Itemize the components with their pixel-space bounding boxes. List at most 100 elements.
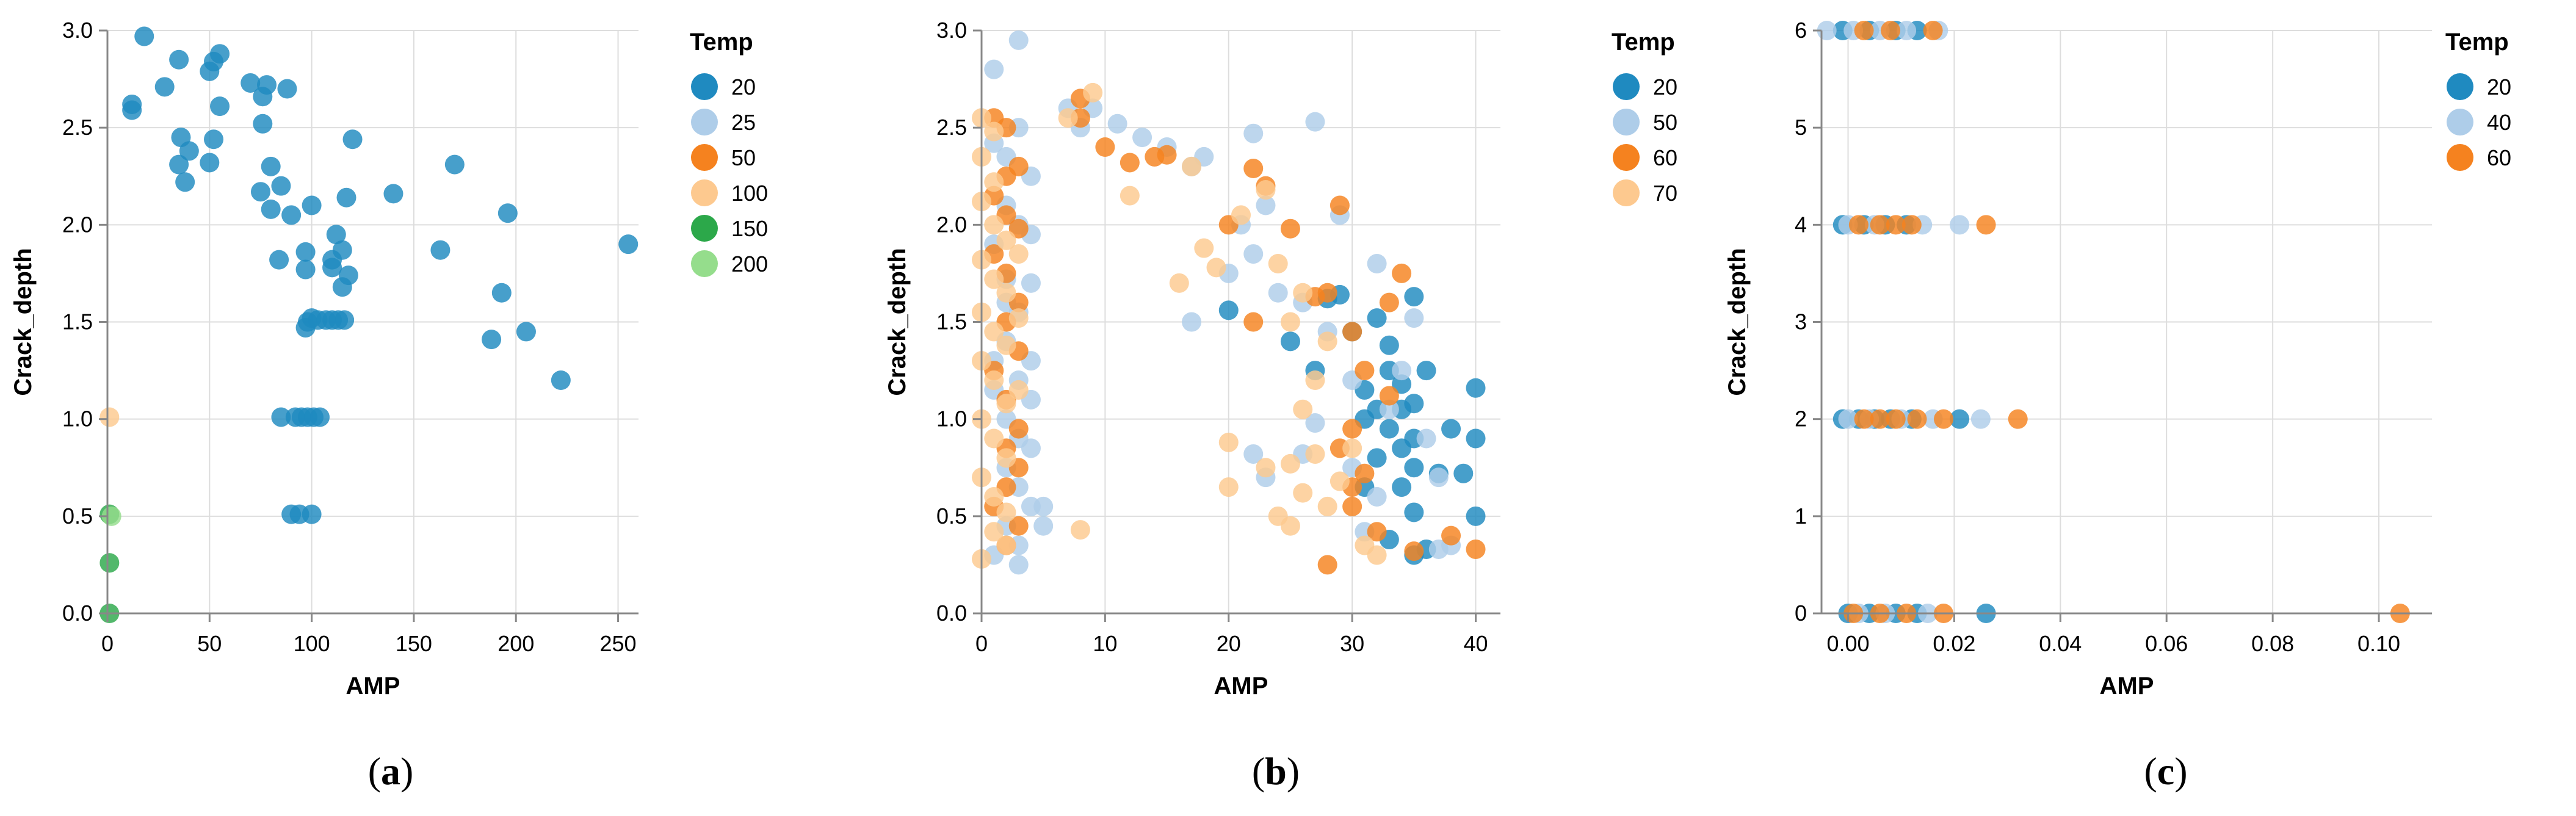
- panel-c-point-temp-40: [1897, 21, 1917, 40]
- panel-a-legend-swatch-150: [691, 215, 718, 242]
- panel-c-legend-title: Temp: [2445, 29, 2509, 56]
- panel-b-point-temp-60: [1008, 218, 1029, 239]
- panel-a-y-tick-label: 2.5: [62, 115, 93, 140]
- panel-b-point-temp-60: [1317, 555, 1337, 575]
- panel-b-x-tick-label: 10: [1093, 631, 1117, 656]
- panel-b-y-tick-label: 3.0: [936, 18, 967, 43]
- panel-c-point-temp-60: [1881, 21, 1901, 40]
- panel-b-caption-close: ): [1287, 749, 1300, 793]
- panel-b-legend-label-60: 60: [1653, 145, 1677, 170]
- panel-c-y-tick-label: 5: [1795, 115, 1807, 140]
- panel-b-points: [972, 30, 1486, 575]
- panel-a-point-temp-20: [618, 234, 639, 255]
- panel-c-point-temp-60: [2008, 409, 2028, 429]
- panel-b-point-temp-70: [996, 535, 1016, 555]
- panel-b-point-temp-60: [1441, 525, 1461, 546]
- panel-b-point-temp-70: [1342, 438, 1362, 458]
- panel-b-y-tick-label: 1.0: [936, 406, 967, 431]
- panel-a-point-temp-20: [261, 199, 281, 219]
- panel-b-point-temp-50: [1008, 30, 1029, 50]
- panel-b-point-temp-60: [1120, 153, 1140, 173]
- panel-c-x-tick-label: 0.04: [2039, 631, 2082, 656]
- panel-b-point-temp-20: [1466, 506, 1486, 526]
- panel-c-caption-open: (: [2144, 749, 2157, 793]
- panel-c-legend-label-20: 20: [2487, 74, 2511, 99]
- panel-c-y-tick-label: 2: [1795, 406, 1807, 431]
- panel-b-point-temp-70: [1169, 273, 1189, 293]
- panel-c-x-tick-label: 0.10: [2357, 631, 2400, 656]
- panel-a-point-temp-20: [200, 153, 220, 173]
- panel-b-y-tick-label: 2.5: [936, 115, 967, 140]
- panel-c-point-temp-60: [1870, 215, 1890, 235]
- panel-c-point-temp-60: [1976, 215, 1996, 235]
- panel-a-point-temp-20: [295, 242, 316, 262]
- panel-a-point-temp-20: [261, 156, 281, 176]
- panel-b-point-temp-50: [1367, 254, 1387, 273]
- panel-c-y-tick-label: 4: [1795, 212, 1807, 237]
- panel-c-y-tick-label: 3: [1795, 309, 1807, 334]
- panel-c-caption: (c): [2144, 749, 2187, 793]
- panel-b-legend-swatch-70: [1613, 179, 1640, 206]
- panel-b-point-temp-60: [1008, 516, 1029, 536]
- panel-b-legend-swatch-60: [1613, 144, 1640, 171]
- panel-b-x-tick-label: 20: [1217, 631, 1241, 656]
- panel-a-legend-swatch-50: [691, 144, 718, 171]
- panel-b-y-tick-label: 0.0: [936, 601, 967, 626]
- panel-b-point-temp-70: [1293, 483, 1313, 503]
- panel-c-legend-entries: 20 40 60: [2447, 73, 2511, 171]
- panel-b-point-temp-20: [1404, 458, 1424, 478]
- panel-b-point-temp-70: [1070, 520, 1090, 540]
- panel-a-legend-title: Temp: [690, 29, 753, 56]
- panel-b-caption-open: (: [1252, 749, 1265, 793]
- panel-b-caption: (b): [1252, 749, 1300, 793]
- panel-c-legend-swatch-20: [2447, 73, 2473, 100]
- panel-a-point-temp-20: [335, 310, 355, 330]
- panel-b-point-temp-70: [1083, 82, 1103, 103]
- panel-b-point-temp-20: [1379, 335, 1399, 355]
- panel-b-point-temp-50: [1008, 555, 1029, 575]
- panel-b-point-temp-50: [1428, 468, 1449, 488]
- panel-a-grid: [107, 30, 639, 614]
- panel-b-point-temp-70: [1317, 496, 1337, 516]
- panel-c-point-temp-60: [1907, 409, 1927, 429]
- panel-a-point-temp-20: [175, 172, 195, 192]
- panel-a-point-temp-20: [310, 407, 330, 427]
- panel-a-y-tick-label: 1.0: [62, 406, 93, 431]
- panel-a-point-temp-20: [122, 100, 142, 120]
- panel-b-legend-label-20: 20: [1653, 74, 1677, 99]
- panel-c-point-temp-60: [1901, 215, 1922, 235]
- panel-a-y-tick-label: 0.5: [62, 504, 93, 529]
- panel-b-point-temp-50: [1021, 438, 1041, 458]
- panel-b-point-temp-20: [1379, 419, 1399, 439]
- panel-b-point-temp-20: [1416, 361, 1436, 381]
- panel-a-point-temp-20: [332, 277, 352, 297]
- panel-b-legend-title: Temp: [1612, 29, 1675, 56]
- panel-b-point-temp-70: [1268, 254, 1288, 273]
- panel-a-legend-label-50: 50: [731, 145, 756, 170]
- panel-b-point-temp-60: [1367, 522, 1387, 542]
- panel-a-legend-entries: 20 25 50 100 150 200: [691, 73, 768, 277]
- panel-b-y-tick-label: 2.0: [936, 212, 967, 237]
- panel-a-x-tick-label: 100: [294, 631, 330, 656]
- panel-a-caption-close: ): [400, 749, 413, 793]
- panel-b-y-axis-label: Crack_depth: [884, 248, 911, 395]
- panel-b-point-temp-20: [1466, 428, 1486, 449]
- panel-c: 0.00 0.02 0.04 0.06 0.08 0.10 0 1 2 3 4 5 6 AMP Cra…: [1724, 18, 2511, 793]
- panel-a-legend-label-100: 100: [731, 181, 768, 206]
- panel-b-point-temp-70: [1008, 308, 1029, 328]
- panel-a-x-tick-label: 0: [101, 631, 114, 656]
- panel-b-point-temp-50: [1182, 312, 1202, 332]
- panel-c-x-axis-label: AMP: [2100, 673, 2154, 699]
- panel-b-point-temp-70: [1218, 432, 1239, 452]
- panel-a-point-temp-20: [250, 182, 270, 202]
- panel-b-point-temp-50: [1033, 516, 1054, 536]
- panel-b-point-temp-70: [1206, 258, 1226, 278]
- panel-b-point-temp-70: [984, 121, 1004, 142]
- panel-a-point-temp-20: [204, 129, 223, 150]
- panel-b-y-ticks: 0.0 0.5 1.0 1.5 2.0 2.5 3.0: [936, 18, 982, 626]
- panel-c-y-tick-label: 0: [1795, 601, 1807, 626]
- panel-c-point-temp-20: [1950, 409, 1970, 429]
- panel-b-point-temp-20: [1392, 477, 1412, 497]
- panel-c-y-ticks: 0 1 2 3 4 5 6: [1795, 18, 1822, 626]
